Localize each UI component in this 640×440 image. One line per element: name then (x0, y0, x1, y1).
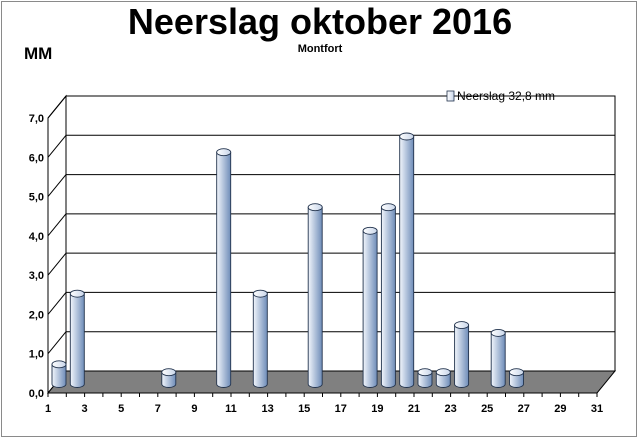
bar-cap (307, 203, 323, 212)
bar-day-25 (490, 328, 506, 388)
x-tick-label: 1 (45, 403, 51, 415)
bar-body (380, 206, 396, 388)
y-tick-label: 5,0 (29, 192, 44, 204)
bar-day-10 (216, 148, 232, 388)
bar-cap (161, 368, 177, 377)
bar-cap (435, 368, 451, 377)
side-wall (47, 94, 67, 395)
bar-day-20 (399, 132, 415, 388)
x-tick-label: 11 (225, 403, 237, 415)
x-tick-label: 27 (518, 403, 530, 415)
bar-cap (490, 328, 506, 337)
y-tick-labels: 0,0 1,0 2,0 3,0 4,0 5,0 6,0 7,0 (29, 113, 44, 400)
bar-day-15 (307, 203, 323, 388)
back-wall (65, 95, 616, 372)
bar-body (509, 371, 524, 388)
y-tick-label: 7,0 (29, 113, 44, 125)
x-tick-label: 29 (554, 403, 566, 415)
chart-title: Neerslag oktober 2016 (127, 1, 513, 42)
y-tick-label: 6,0 (29, 152, 44, 164)
bar-cap (380, 203, 396, 212)
bar-body (399, 136, 415, 388)
bar-cap (399, 132, 415, 141)
gridlines (47, 95, 615, 355)
x-tick-label: 5 (118, 403, 124, 415)
bar-day-18 (362, 226, 378, 388)
bar-cap (216, 148, 232, 157)
y-tick-label: 3,0 (29, 270, 44, 282)
bar-day-19 (380, 203, 396, 388)
bar-cap (252, 289, 268, 298)
bar-body (252, 293, 268, 388)
gridline-side (47, 213, 67, 237)
x-tick-label: 23 (444, 403, 456, 415)
bar-day-12 (252, 289, 268, 388)
x-tick-label: 19 (371, 403, 383, 415)
chart-subtitle: Montfort (297, 43, 343, 55)
bar-day-23 (454, 321, 470, 388)
y-tick-label: 4,0 (29, 231, 44, 243)
legend: Neerslag 32,8 mm (446, 89, 555, 103)
x-tick-label: 21 (408, 403, 420, 415)
gridline-side (47, 174, 67, 197)
gridline-side (47, 95, 67, 119)
x-tick-label: 13 (261, 403, 273, 415)
bar-cap (417, 368, 433, 377)
floor (46, 370, 617, 394)
bar-day-2 (69, 289, 85, 388)
x-tick-labels: 1 3 5 7 9 11 13 15 17 19 21 23 25 27 29 31 (45, 393, 603, 415)
y-tick-label: 1,0 (29, 349, 44, 361)
y-tick-label: 2,0 (29, 309, 44, 321)
plot-walls (46, 94, 617, 395)
bar-cap (454, 321, 470, 330)
bar-body (51, 363, 67, 388)
bar-body (435, 371, 451, 388)
bar-day-7 (161, 368, 177, 388)
bar-day-26 (509, 368, 524, 388)
bar-cap (51, 360, 67, 369)
x-tick-label: 15 (298, 403, 310, 415)
x-tick-label: 17 (335, 403, 347, 415)
x-tick-label: 9 (191, 403, 197, 415)
bar-body (454, 324, 470, 388)
gridline-side (47, 292, 67, 315)
legend-label: Neerslag 32,8 mm (457, 89, 555, 103)
bar-body (490, 332, 506, 388)
x-tick-label: 25 (481, 403, 493, 415)
bar-day-1 (51, 360, 67, 388)
gridline-side (47, 252, 67, 276)
bar-body (307, 206, 323, 388)
bars (51, 132, 524, 388)
gridline-side (47, 134, 67, 158)
bar-day-22 (435, 368, 451, 388)
bar-day-21 (417, 368, 433, 388)
bar-cap (509, 368, 524, 377)
x-tick-label: 7 (155, 403, 161, 415)
bar-body (216, 151, 232, 388)
bar-cap (362, 226, 378, 235)
x-tick-label: 3 (82, 403, 88, 415)
bar-body (417, 371, 433, 388)
bar-cap (69, 289, 85, 298)
x-tick-label: 31 (591, 403, 603, 415)
bar-body (362, 230, 378, 388)
bar-body (161, 371, 177, 388)
y-tick-label: 0,0 (29, 388, 44, 400)
bar-body (69, 293, 85, 388)
legend-swatch (446, 90, 455, 102)
gridline-side (47, 331, 67, 355)
y-axis-unit-label: MM (24, 44, 53, 63)
